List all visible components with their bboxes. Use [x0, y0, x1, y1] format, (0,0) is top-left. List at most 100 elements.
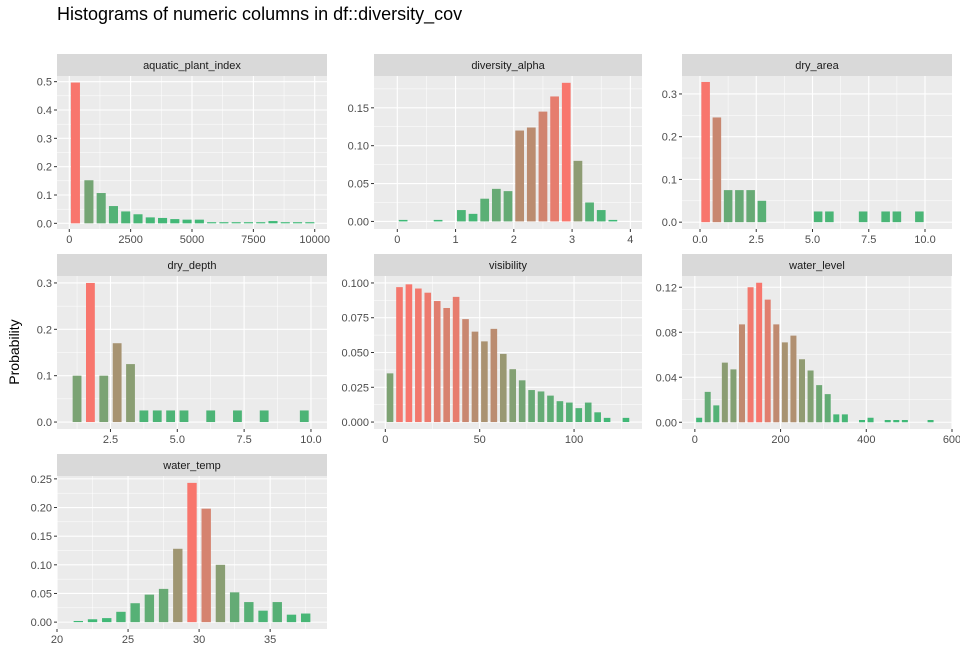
x-tick-label: 0.0	[692, 234, 707, 246]
x-tick-label: 400	[857, 434, 875, 446]
histogram-bar	[170, 219, 180, 224]
histogram-bar	[133, 214, 143, 224]
histogram-bar	[145, 217, 155, 224]
histogram-bar	[503, 191, 513, 222]
histogram-bar	[471, 331, 479, 423]
histogram-bar	[121, 211, 131, 224]
histogram-bar	[462, 319, 469, 423]
x-tick-label: 200	[771, 434, 789, 446]
histogram-bar	[194, 219, 204, 224]
histogram-bar	[72, 375, 82, 423]
y-tick-label: 0.050	[341, 348, 369, 360]
histogram-bar	[893, 420, 900, 423]
histogram-bar	[286, 614, 297, 623]
histogram-bar	[259, 410, 269, 423]
facet-panel-water_temp: water_temp 20 25 30 35 0.00 0.05 0.10 0.15 0.20 0.…	[31, 454, 327, 646]
x-tick-label: 30	[193, 634, 205, 646]
x-tick-label: 100	[565, 434, 583, 446]
facet-strip-label: water_temp	[162, 460, 220, 472]
y-tick-label: 0.05	[31, 588, 52, 600]
histogram-bar	[825, 211, 834, 223]
y-tick-label: 0.1	[37, 371, 52, 383]
histogram-bar	[575, 408, 583, 423]
histogram-bar	[84, 180, 94, 224]
histogram-bar	[585, 202, 594, 222]
histogram-bar	[139, 410, 149, 423]
histogram-bar	[144, 594, 155, 623]
histogram-bar	[790, 335, 797, 423]
facet-strip-label: water_level	[788, 260, 845, 272]
y-tick-label: 0.025	[341, 382, 369, 394]
x-tick-label: 10.0	[914, 234, 935, 246]
histogram-bar	[112, 343, 122, 423]
histogram-bar	[468, 213, 478, 222]
histogram-bar	[892, 211, 902, 223]
histogram-bar	[884, 420, 891, 423]
histogram-bar	[166, 410, 176, 423]
x-tick-label: 5000	[180, 234, 204, 246]
x-tick-label: 7.5	[236, 434, 251, 446]
facet-strip	[57, 54, 327, 76]
histogram-bar	[305, 222, 315, 224]
histogram-bar	[594, 412, 601, 423]
x-tick-label: 10000	[299, 234, 330, 246]
y-tick-label: 0.08	[656, 327, 677, 339]
histogram-bar	[481, 341, 488, 423]
y-tick-label: 0.5	[37, 77, 52, 89]
histogram-bar	[116, 611, 126, 623]
histogram-bar	[491, 188, 501, 222]
histogram-bar	[231, 222, 241, 224]
histogram-bar	[799, 359, 805, 423]
histogram-bar	[152, 410, 162, 423]
histogram-bar	[556, 401, 564, 423]
histogram-bar	[509, 369, 517, 423]
y-tick-label: 0.1	[662, 174, 677, 186]
histogram-bar	[158, 217, 168, 224]
facet-strip	[57, 454, 327, 476]
histogram-bar	[730, 369, 737, 423]
facet-strip-label: dry_depth	[168, 260, 217, 272]
histogram-bar	[859, 420, 865, 423]
facet-strip	[374, 254, 642, 276]
facet-strip-label: dry_area	[795, 60, 839, 72]
histogram-bar	[881, 211, 890, 223]
histogram-bar	[561, 82, 571, 222]
facet-strip	[57, 254, 327, 276]
histogram-bar	[70, 82, 80, 224]
facet-strip-label: aquatic_plant_index	[143, 60, 241, 72]
x-tick-label: 1	[453, 234, 459, 246]
facet-panel-aquatic_plant_index: aquatic_plant_index 0 2500 5000 7500 10000 0.0…	[37, 54, 330, 246]
y-tick-label: 0.20	[31, 503, 52, 515]
histogram-bar	[73, 620, 84, 623]
histogram-bar	[219, 222, 229, 224]
panel-background	[682, 76, 952, 229]
x-tick-label: 50	[474, 434, 486, 446]
histogram-bar	[764, 299, 771, 423]
histogram-bar	[258, 610, 268, 623]
histogram-bar	[518, 380, 526, 423]
histogram-bar	[515, 130, 525, 222]
histogram-bar	[102, 618, 112, 623]
histogram-bar	[490, 328, 498, 423]
histogram-bar	[622, 417, 630, 423]
histogram-bar	[398, 219, 408, 222]
x-tick-label: 7500	[241, 234, 265, 246]
histogram-bar	[713, 405, 720, 423]
histogram-bar	[813, 211, 823, 223]
histogram-bar	[696, 417, 703, 423]
y-tick-label: 0.00	[348, 216, 369, 228]
histogram-bar	[86, 282, 95, 423]
histogram-bar	[833, 414, 840, 423]
x-tick-label: 0	[66, 234, 72, 246]
histogram-bar	[573, 160, 583, 222]
histogram-bar	[807, 370, 814, 423]
y-tick-label: 0.3	[662, 89, 677, 101]
histogram-bar	[126, 364, 135, 423]
y-tick-label: 0.04	[656, 372, 677, 384]
histogram-bar	[256, 222, 266, 224]
facet-panel-dry_area: dry_area 0.0 2.5 5.0 7.5 10.0 0.0 0.1 0.2 0.3	[662, 54, 952, 246]
y-tick-label: 0.3	[37, 278, 52, 290]
histogram-bar	[747, 287, 754, 423]
